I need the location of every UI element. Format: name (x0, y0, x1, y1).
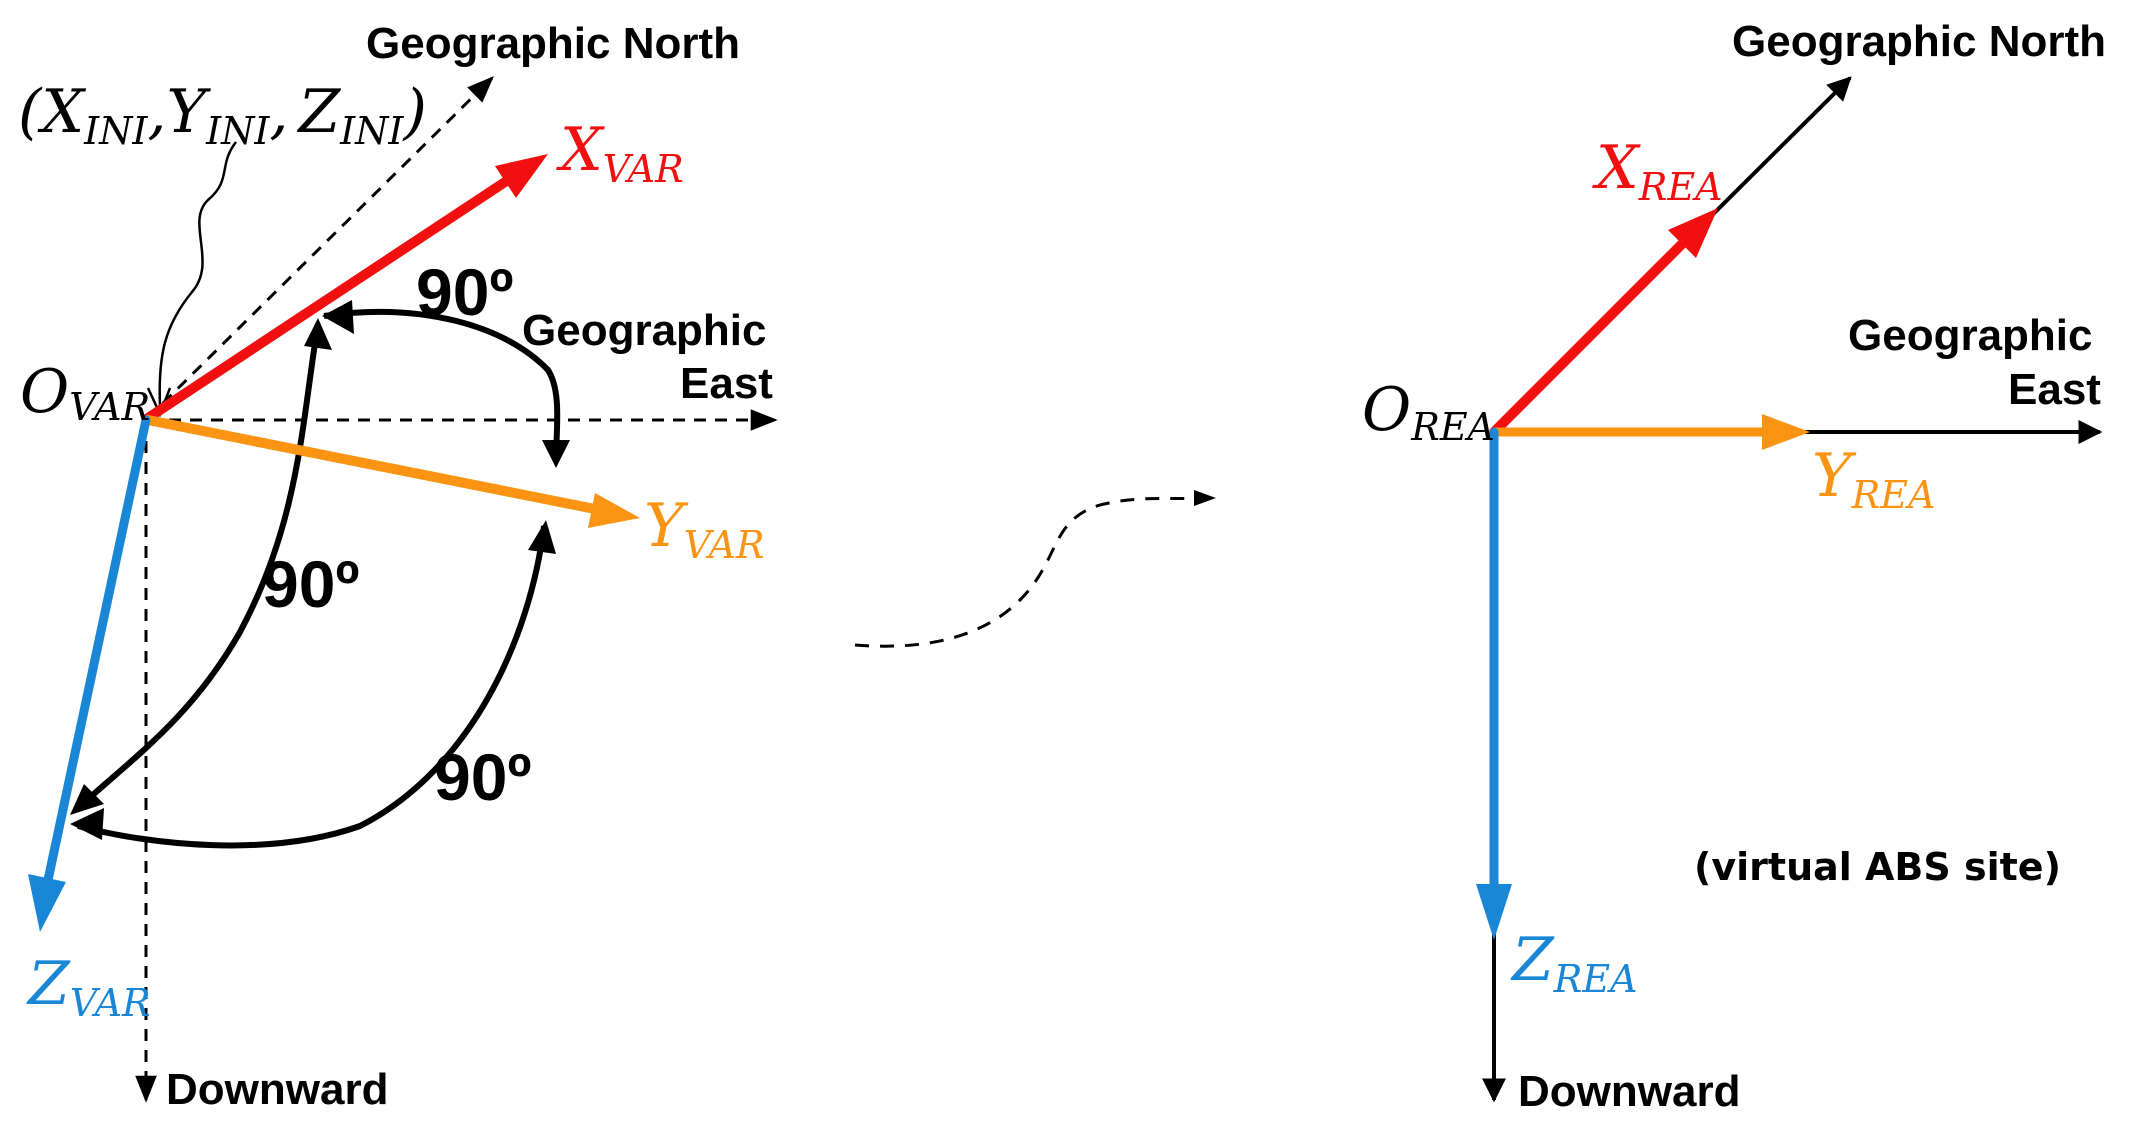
right-z-axis-arrowhead (1476, 884, 1512, 940)
right-x-axis-label: XREA (1592, 133, 1723, 209)
left-x-axis-arrowhead (495, 154, 548, 198)
initial-coords-label: (XINI,YINI, ZINI) (18, 77, 427, 153)
angle-arc-x-z-head-start (304, 318, 332, 350)
angle-arc-y-z-head-end (70, 808, 104, 840)
left-north-dashed-line (146, 76, 494, 420)
left-z-axis-arrowhead (28, 874, 66, 932)
right-geo-east-label-1: Geographic (1848, 311, 2093, 360)
left-z-axis-label: ZVAR (26, 949, 151, 1025)
right-frame: Geographic North Geographic East Downwar… (1362, 17, 2106, 1116)
angle-label-x-z: 90º (262, 547, 360, 621)
left-geo-north-label: Geographic North (366, 19, 740, 68)
left-frame: 90º 90º 90º Geographic North Geographic … (18, 19, 778, 1114)
right-y-axis-label: YREA (1812, 441, 1935, 517)
transformation-arrowhead (1194, 490, 1216, 506)
right-downward-label: Downward (1518, 1067, 1740, 1116)
right-geo-east-label-2: East (2008, 365, 2101, 414)
left-x-axis-label: XVAR (556, 115, 684, 191)
angle-arc-y-z-head-start (528, 520, 556, 554)
left-y-axis-line (143, 415, 605, 515)
left-geo-east-label-2: East (680, 359, 773, 408)
angle-arc-x-z-head-end (70, 784, 104, 815)
right-geo-north-label: Geographic North (1732, 17, 2106, 66)
angle-arc-x-y (323, 308, 561, 463)
initial-coords-pointer (158, 141, 237, 406)
right-z-axis-label: ZREA (1510, 925, 1638, 1001)
right-x-axis-arrowhead (1668, 208, 1718, 258)
angle-arc-x-z (73, 323, 321, 813)
right-y-axis-arrowhead (1762, 414, 1810, 450)
angle-label-y-z: 90º (434, 740, 532, 814)
right-x-axis-line (1489, 235, 1691, 437)
angle-arc-x-y-head-start (322, 300, 354, 334)
left-geo-east-label-1: Geographic (522, 306, 767, 355)
right-origin-label: OREA (1362, 375, 1495, 449)
angle-arc-x-y-head-end (542, 440, 570, 468)
left-y-axis-label: YVAR (644, 491, 765, 567)
left-downward-label: Downward (166, 1065, 388, 1114)
angle-label-x-y: 90º (416, 255, 514, 329)
left-x-axis-line (143, 177, 510, 423)
left-y-axis-arrowhead (588, 493, 640, 528)
transformation-dashed-arrow (854, 496, 1206, 648)
angle-arc-y-z (77, 525, 547, 849)
left-origin-label: OVAR (20, 357, 150, 429)
site-note-label: (virtual ABS site) (1694, 845, 2061, 889)
left-z-axis-line (43, 415, 151, 885)
